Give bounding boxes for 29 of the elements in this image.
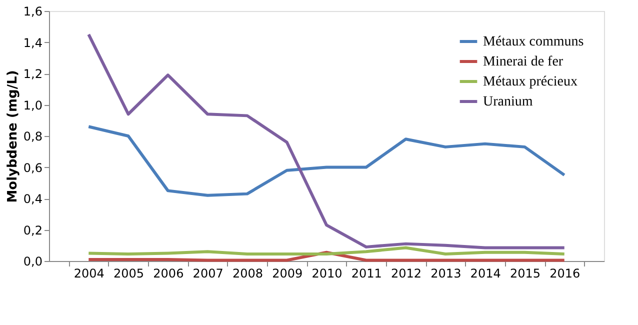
y-tick-label: 0,8 xyxy=(23,130,42,144)
y-tick-label: 1,0 xyxy=(23,98,42,112)
legend-label: Métaux précieux xyxy=(483,74,578,90)
y-tick-label: 1,6 xyxy=(23,4,42,18)
y-axis-title: Molybdene (mg/L) xyxy=(5,70,20,203)
line-series xyxy=(87,246,566,256)
y-tick-label: 0,2 xyxy=(23,223,42,238)
x-tick-label: 2008 xyxy=(232,266,263,280)
x-tick-label: 2007 xyxy=(192,266,224,280)
x-tick-label: 2014 xyxy=(470,266,501,280)
y-tick-label: 0,4 xyxy=(23,192,42,206)
legend-label: Minerai de fer xyxy=(483,54,564,70)
x-tick-label: 2015 xyxy=(510,266,540,280)
x-tick-label: 2005 xyxy=(114,266,144,280)
x-tick-label: 2004 xyxy=(74,266,104,280)
legend-label: Métaux communs xyxy=(483,34,584,50)
x-tick-label: 2013 xyxy=(430,266,462,280)
x-tick-label: 2016 xyxy=(550,266,580,280)
x-tick-label: 2009 xyxy=(272,266,303,280)
x-tick-label: 2012 xyxy=(391,266,422,280)
y-tick-label: 0,0 xyxy=(23,254,42,268)
legend-label: Uranium xyxy=(483,94,533,110)
y-tick-label: 0,6 xyxy=(23,160,42,175)
line-series xyxy=(87,125,566,197)
x-tick-label: 2011 xyxy=(351,266,382,280)
x-tick-label: 2006 xyxy=(153,266,184,280)
y-tick-label: 1,2 xyxy=(23,67,42,81)
y-tick-label: 1,4 xyxy=(23,36,42,50)
x-tick-label: 2010 xyxy=(312,266,342,280)
